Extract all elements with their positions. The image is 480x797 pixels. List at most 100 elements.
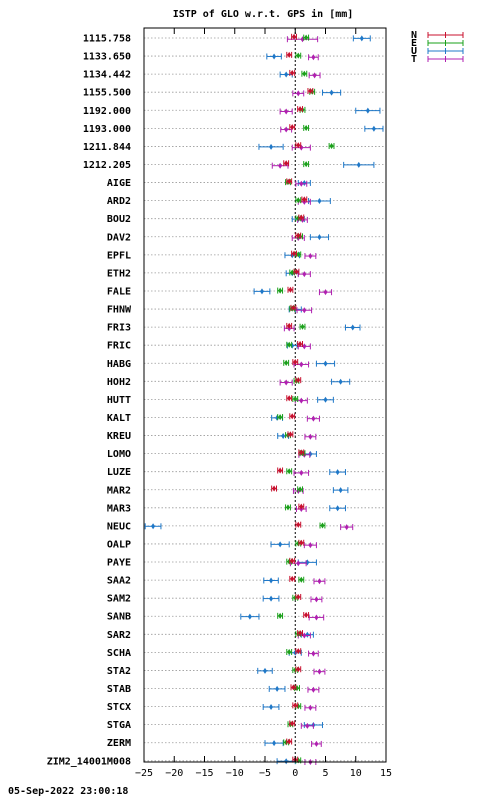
- marker: [304, 161, 309, 168]
- point-HABG-N: [292, 359, 299, 366]
- point-PAYE-U: [297, 559, 317, 566]
- marker: [302, 196, 307, 203]
- point-NEUC-N: [295, 521, 302, 528]
- point-SANB-N: [303, 612, 310, 619]
- point-STCX-N: [292, 702, 299, 709]
- point-ZERM-U: [264, 740, 284, 747]
- point-1115.758-N: [291, 33, 297, 40]
- marker: [317, 234, 322, 241]
- station-label: EPFL: [107, 250, 131, 261]
- point-1115.758-E: [303, 34, 310, 41]
- marker: [292, 33, 297, 40]
- point-STA2-T: [313, 668, 326, 675]
- marker: [335, 469, 340, 476]
- point-DAV2-U: [309, 234, 330, 241]
- marker: [338, 378, 343, 385]
- point-1133.650-U: [266, 53, 282, 60]
- station-label: STA2: [107, 666, 131, 677]
- station-label: ARD2: [107, 196, 131, 207]
- marker: [296, 560, 301, 567]
- marker: [290, 69, 295, 76]
- marker: [299, 361, 304, 368]
- marker: [296, 703, 301, 710]
- marker: [259, 288, 264, 295]
- station-label: 1155.500: [83, 88, 131, 99]
- station-label: LUZE: [107, 467, 131, 478]
- marker: [298, 486, 303, 493]
- marker: [299, 449, 304, 456]
- marker: [296, 521, 301, 528]
- point-1193.000-U: [364, 125, 384, 132]
- point-1192.000-U: [355, 107, 381, 114]
- marker: [287, 648, 292, 655]
- station-label: STGA: [107, 720, 131, 731]
- marker: [296, 232, 301, 239]
- point-OALP-N: [298, 539, 305, 546]
- point-KREU-T: [304, 433, 317, 440]
- point-1192.000-N: [297, 106, 304, 113]
- marker: [308, 88, 313, 95]
- point-STGA-T: [300, 722, 314, 729]
- marker: [299, 214, 304, 221]
- station-label: HUTT: [107, 395, 131, 406]
- point-ARD2-U: [308, 198, 331, 205]
- marker: [272, 485, 277, 492]
- station-label: STAB: [107, 684, 131, 695]
- marker: [287, 51, 292, 58]
- point-1211.844-N: [295, 142, 302, 149]
- marker: [272, 53, 277, 60]
- marker: [278, 287, 283, 294]
- marker: [287, 178, 292, 185]
- marker: [323, 396, 328, 403]
- point-STA2-U: [257, 667, 273, 674]
- marker: [323, 360, 328, 367]
- point-HUTT-N: [286, 395, 293, 402]
- marker: [338, 487, 343, 494]
- point-1193.000-E: [303, 124, 310, 131]
- marker: [284, 71, 289, 78]
- marker: [311, 54, 316, 61]
- point-STAB-N: [290, 684, 297, 691]
- marker: [314, 740, 319, 747]
- marker: [299, 469, 304, 476]
- marker: [290, 342, 295, 349]
- marker: [350, 324, 355, 331]
- point-MAR2-E: [297, 486, 304, 493]
- x-tick-label: −25: [135, 768, 153, 779]
- point-AIGE-N: [286, 178, 293, 185]
- point-SAM2-U: [262, 595, 280, 602]
- station-label: NEUC: [107, 521, 131, 532]
- marker: [365, 107, 370, 114]
- marker: [275, 414, 280, 421]
- marker: [296, 593, 301, 600]
- x-tick-label: 10: [350, 768, 362, 779]
- marker: [293, 594, 298, 601]
- point-SAR2-N: [297, 630, 304, 637]
- marker: [308, 433, 313, 440]
- point-KREU-N: [287, 431, 294, 438]
- station-label: SAR2: [107, 630, 131, 641]
- marker: [299, 576, 304, 583]
- station-label: SAM2: [107, 594, 131, 605]
- point-1133.650-T: [308, 54, 319, 61]
- point-SANB-E: [277, 612, 284, 619]
- marker: [308, 542, 313, 549]
- point-HOH2-N: [295, 377, 302, 384]
- marker: [300, 323, 305, 330]
- station-label: 1192.000: [83, 106, 131, 117]
- point-1155.500-U: [321, 89, 342, 96]
- marker: [320, 522, 325, 529]
- point-1212.205-N: [283, 160, 290, 167]
- marker: [275, 685, 280, 692]
- marker: [296, 197, 301, 204]
- point-KALT-T: [306, 415, 320, 422]
- marker: [296, 377, 301, 384]
- plot-border: [143, 27, 387, 763]
- marker: [317, 578, 322, 585]
- marker: [308, 451, 313, 458]
- point-1155.500-T: [292, 90, 305, 97]
- point-HOH2-T: [279, 379, 293, 386]
- point-OALP-U: [270, 541, 290, 548]
- marker: [311, 686, 316, 693]
- marker: [284, 739, 289, 746]
